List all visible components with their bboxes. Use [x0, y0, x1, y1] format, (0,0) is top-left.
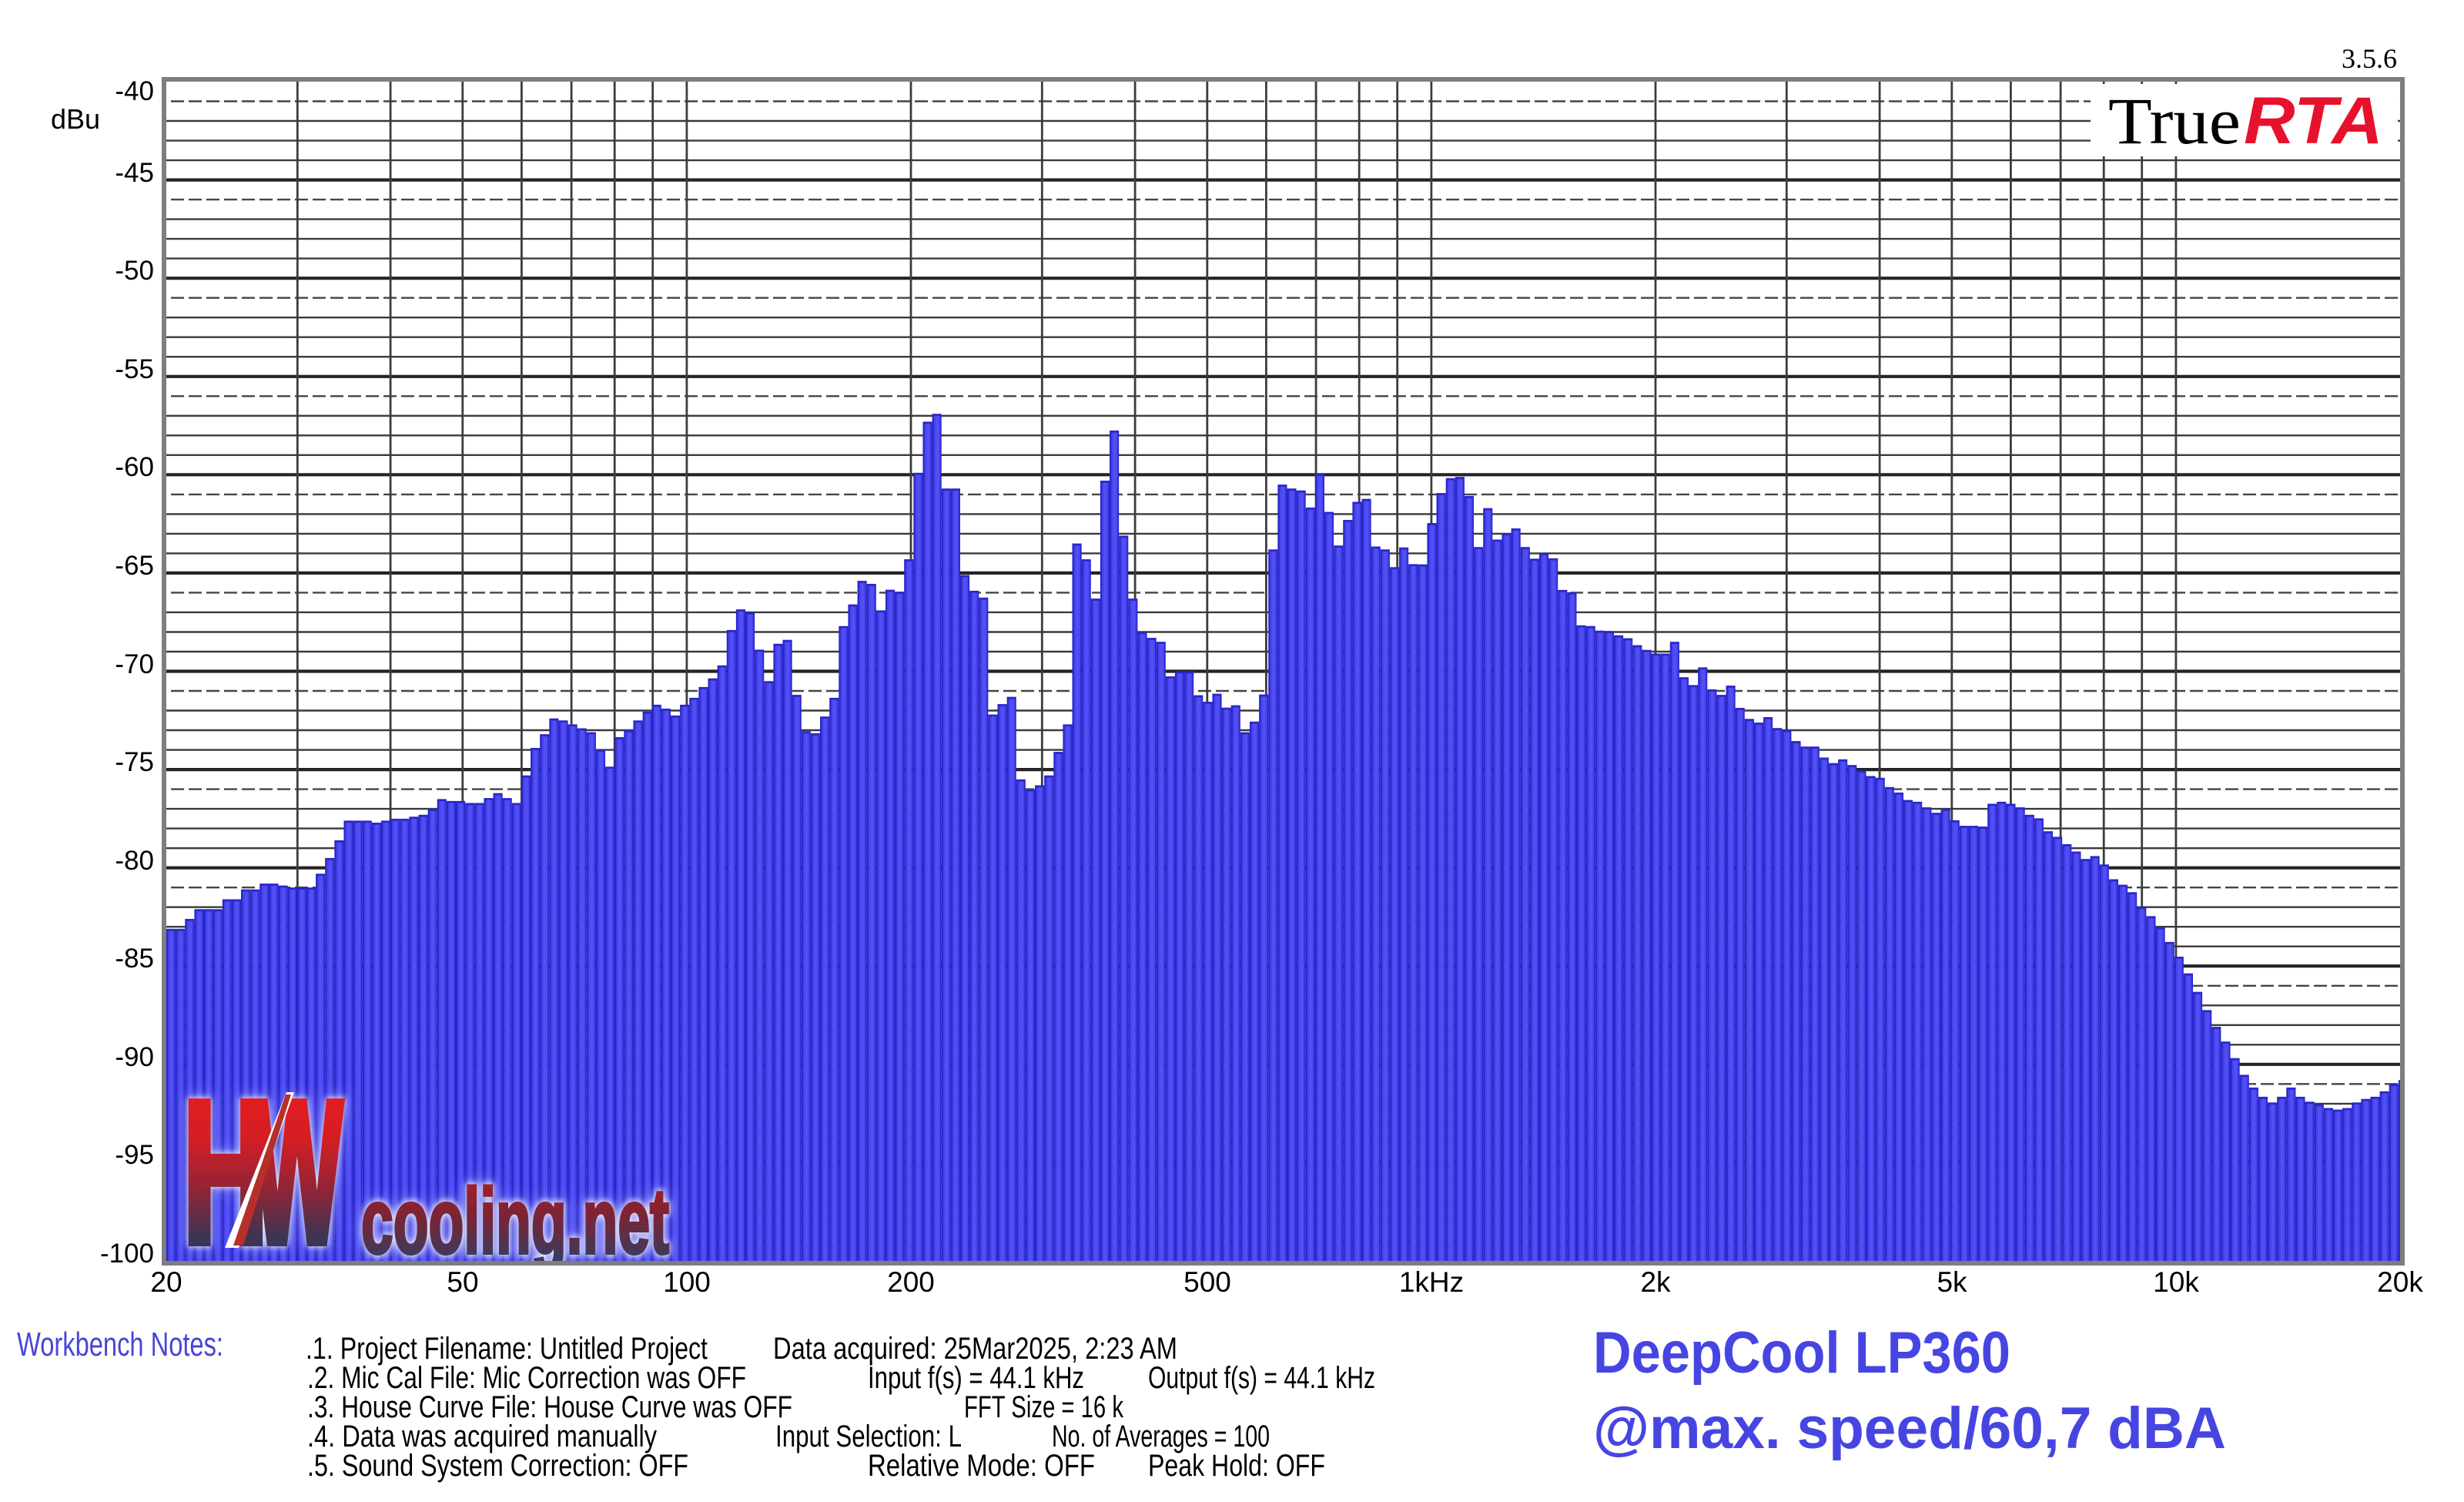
- svg-text:-90: -90: [115, 1042, 154, 1072]
- svg-text:-65: -65: [115, 551, 154, 581]
- svg-text:H: H: [183, 1060, 268, 1285]
- svg-text:W: W: [252, 1061, 343, 1285]
- svg-text:RTA: RTA: [2244, 84, 2383, 158]
- svg-text:20k: 20k: [2377, 1266, 2423, 1298]
- svg-text:-100: -100: [100, 1239, 154, 1269]
- svg-text:-55: -55: [115, 354, 154, 384]
- svg-text:-60: -60: [115, 452, 154, 482]
- svg-text:-45: -45: [115, 158, 154, 188]
- svg-text:10k: 10k: [2153, 1266, 2199, 1298]
- svg-text:-85: -85: [115, 944, 154, 974]
- svg-text:1kHz: 1kHz: [1399, 1266, 1464, 1298]
- svg-text:FFT Size = 16 k: FFT Size = 16 k: [964, 1390, 1124, 1424]
- svg-text:cooling.net: cooling.net: [361, 1170, 669, 1274]
- svg-text:True: True: [2108, 84, 2241, 158]
- svg-text:20: 20: [150, 1266, 182, 1298]
- svg-text:5k: 5k: [1937, 1266, 1967, 1298]
- svg-text:-80: -80: [115, 846, 154, 876]
- svg-text:500: 500: [1183, 1266, 1231, 1298]
- svg-text:W: W: [252, 1061, 343, 1285]
- svg-text:-75: -75: [115, 747, 154, 777]
- svg-text:200: 200: [887, 1266, 935, 1298]
- svg-text:2k: 2k: [1640, 1266, 1671, 1298]
- svg-text:50: 50: [447, 1266, 478, 1298]
- svg-text:Peak Hold: OFF: Peak Hold: OFF: [1148, 1449, 1325, 1483]
- svg-text:No. of Averages = 100: No. of Averages = 100: [1052, 1420, 1270, 1453]
- svg-text:Relative Mode: OFF: Relative Mode: OFF: [868, 1449, 1095, 1483]
- svg-text:100: 100: [663, 1266, 711, 1298]
- svg-text:Output f(s) = 44.1 kHz: Output f(s) = 44.1 kHz: [1148, 1361, 1375, 1395]
- svg-text:.5. Sound System Correction: O: .5. Sound System Correction: OFF: [307, 1449, 688, 1483]
- svg-text:Input f(s) = 44.1 kHz: Input f(s) = 44.1 kHz: [868, 1361, 1084, 1395]
- svg-text:-50: -50: [115, 256, 154, 286]
- svg-text:DeepCool LP360: DeepCool LP360: [1593, 1320, 2010, 1386]
- svg-text:H: H: [183, 1060, 268, 1285]
- svg-text:cooling.net: cooling.net: [361, 1170, 669, 1274]
- svg-text:dBu: dBu: [51, 103, 100, 135]
- svg-text:Workbench Notes:: Workbench Notes:: [17, 1326, 223, 1363]
- svg-text:Input Selection: L: Input Selection: L: [775, 1420, 962, 1453]
- svg-text:.3. House Curve File: House Cu: .3. House Curve File: House Curve was OF…: [307, 1390, 792, 1424]
- svg-text:3.5.6: 3.5.6: [2342, 43, 2397, 74]
- svg-text:-95: -95: [115, 1140, 154, 1170]
- svg-text:.2. Mic Cal File: Mic Correcti: .2. Mic Cal File: Mic Correction was OFF: [307, 1361, 746, 1395]
- svg-text:-70: -70: [115, 649, 154, 679]
- svg-text:.4. Data was acquired manually: .4. Data was acquired manually: [307, 1420, 657, 1453]
- svg-text:.1. Project Filename: Untitled: .1. Project Filename: Untitled Project: [306, 1332, 708, 1366]
- svg-text:H: H: [183, 1060, 268, 1285]
- svg-text:cooling.net: cooling.net: [361, 1170, 669, 1274]
- svg-text:Data acquired: 25Mar2025, 2:23: Data acquired: 25Mar2025, 2:23 AM: [773, 1332, 1177, 1366]
- svg-text:-40: -40: [115, 76, 154, 106]
- svg-text:@max. speed/60,7 dBA: @max. speed/60,7 dBA: [1593, 1396, 2226, 1461]
